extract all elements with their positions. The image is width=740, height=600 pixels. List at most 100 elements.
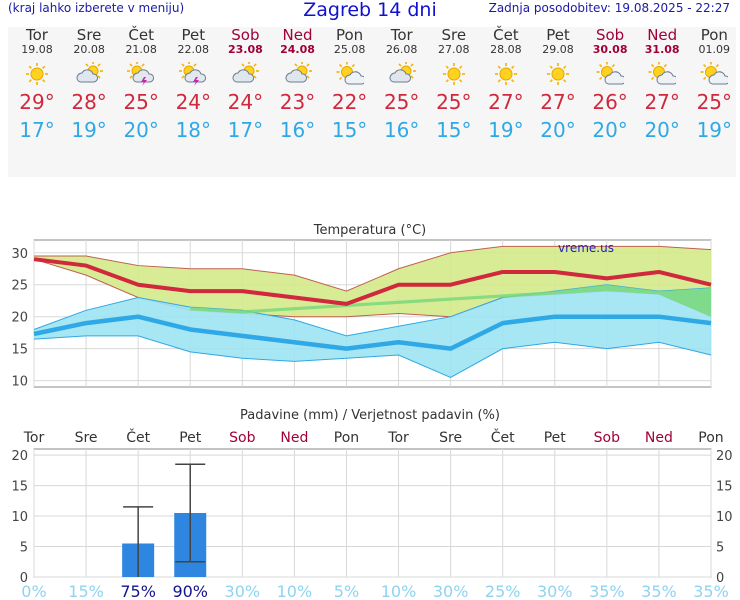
day-date: 24.08	[280, 43, 315, 56]
sun-cloud-icon	[596, 62, 625, 85]
max-temp: 29°	[19, 90, 55, 114]
day-name: Pet	[181, 26, 206, 44]
day-column: Ned 24.08 23° 16°	[272, 27, 324, 143]
x-tick-label: Sre	[75, 430, 98, 446]
temperature-chart: 10 15 20 25 30 Temperatura (°C) vreme.us	[11, 223, 712, 390]
max-temp: 27°	[644, 90, 680, 114]
x-tick-label: Tor	[23, 430, 45, 446]
day-column: Pon 25.08 22° 15°	[324, 27, 376, 143]
y-tick-label: 25	[11, 279, 28, 294]
max-temp: 24°	[175, 90, 212, 114]
band-overlap	[190, 284, 711, 317]
y-tick-label: 5	[20, 541, 28, 556]
max-temp: 25°	[436, 90, 472, 114]
sun-cloud-icon	[336, 62, 364, 85]
max-temp-band	[34, 246, 711, 317]
x-tick-label: Tor	[387, 430, 409, 446]
day-date: 30.08	[592, 43, 628, 56]
sun-icon	[494, 63, 517, 85]
day-column: Sre 27.08 25° 15°	[428, 26, 480, 143]
day-column: Čet 21.08 25° 20°	[115, 26, 167, 143]
day-date: 23.08	[227, 43, 263, 56]
precipitation-probability: 25%	[485, 582, 521, 600]
min-temp-line	[33, 314, 712, 351]
day-date: 27.08	[438, 43, 470, 56]
sun-icon	[442, 63, 465, 85]
max-temp: 24°	[227, 90, 264, 114]
day-date: 21.08	[125, 43, 157, 56]
x-tick-label: Pon	[698, 430, 723, 446]
y-tick-label-right: 0	[716, 571, 724, 586]
y-tick-label: 15	[11, 480, 28, 495]
x-tick-label: Čet	[491, 428, 515, 446]
min-temp: 19°	[696, 118, 733, 142]
max-temp: 28°	[71, 90, 107, 114]
sun-cloud-icon	[648, 62, 677, 85]
day-column: Tor 19.08 29° 17°	[11, 27, 63, 143]
precipitation-chart: Padavine (mm) / Verjetnost padavin (%) To…	[11, 408, 733, 600]
y-tick-label: 20	[11, 449, 28, 464]
precipitation-probability: 90%	[172, 582, 208, 600]
day-name: Čet	[128, 26, 154, 44]
day-name: Sre	[76, 26, 102, 44]
min-temp: 17°	[19, 118, 55, 142]
day-name: Sob	[231, 26, 260, 44]
day-date: 26.08	[385, 43, 418, 56]
day-name: Sob	[595, 26, 625, 44]
day-date: 22.08	[177, 43, 210, 56]
day-date: 01.09	[698, 43, 731, 56]
max-temp: 27°	[488, 90, 524, 114]
min-temp: 16°	[279, 118, 316, 142]
day-column: Tor 26.08 25° 16°	[376, 26, 428, 143]
precipitation-probability: 35%	[693, 582, 729, 600]
min-temp: 20°	[123, 118, 159, 142]
max-temp: 27°	[540, 90, 576, 114]
min-temp: 20°	[644, 118, 680, 142]
max-temp: 25°	[123, 90, 159, 114]
max-temp-line	[33, 257, 712, 306]
day-date: 20.08	[73, 43, 105, 56]
precipitation-probability: 30%	[537, 582, 573, 600]
x-tick-label: Sob	[229, 430, 255, 446]
precipitation-chart-title: Padavine (mm) / Verjetnost padavin (%)	[240, 408, 500, 423]
sun-thunder-icon	[179, 62, 207, 86]
precipitation-probability: 35%	[641, 582, 677, 600]
day-name: Tor	[390, 26, 413, 44]
min-temp-band-upper	[33, 284, 712, 337]
precipitation-probability: 10%	[277, 582, 313, 600]
sun-icon	[26, 63, 48, 85]
page-title: Zagreb 14 dni	[303, 0, 437, 21]
day-name: Pon	[700, 26, 728, 44]
y-tick-label-right: 20	[716, 449, 733, 464]
day-column: Pet 29.08 27° 20°	[532, 26, 584, 143]
watermark: vreme.us	[558, 241, 614, 255]
max-temp: 25°	[383, 90, 420, 114]
precipitation-probability: 75%	[120, 582, 156, 600]
max-temp: 22°	[331, 90, 368, 114]
max-temp: 25°	[696, 90, 733, 114]
location-menu-hint[interactable]: (kraj lahko izberete v meniju)	[8, 1, 185, 15]
precipitation-probability: 0%	[21, 582, 46, 600]
day-column: Ned 31.08 27° 20°	[636, 26, 688, 143]
day-name: Sre	[441, 26, 467, 44]
day-column: Sob 30.08 26° 20°	[584, 26, 636, 143]
page-header: (kraj lahko izberete v meniju) Zagreb 14…	[0, 0, 740, 24]
x-tick-label: Čet	[126, 428, 150, 446]
day-column: Pet 22.08 24° 18°	[167, 26, 219, 143]
precipitation-probability: 15%	[68, 582, 104, 600]
precipitation-probability: 5%	[334, 582, 359, 600]
day-name: Pet	[546, 26, 570, 44]
last-updated: Zadnja posodobitev: 19.08.2025 - 22:27	[488, 1, 730, 15]
day-name: Ned	[647, 26, 678, 44]
precipitation-probability: 10%	[381, 582, 417, 600]
min-temp: 15°	[331, 118, 368, 142]
precipitation-probability: 30%	[433, 582, 469, 600]
y-tick-label-right: 10	[716, 510, 733, 525]
x-tick-label: Pet	[179, 430, 202, 446]
max-temp: 26°	[592, 90, 628, 114]
min-temp: 16°	[383, 118, 420, 142]
cloud-sun-icon	[76, 62, 104, 83]
precipitation-probability: 30%	[225, 582, 261, 600]
y-tick-label: 30	[11, 247, 28, 262]
min-temp: 19°	[488, 118, 524, 142]
